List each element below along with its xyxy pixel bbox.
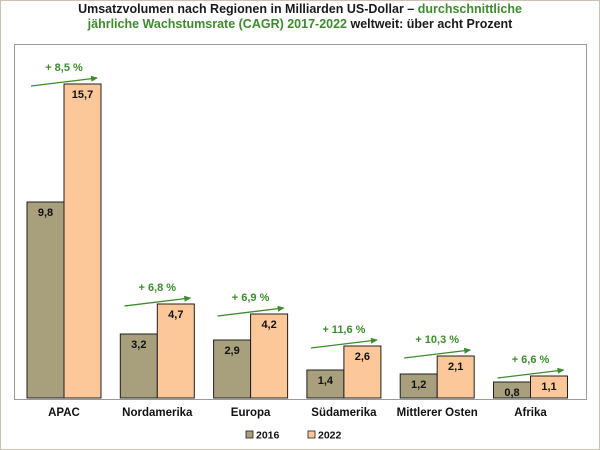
bar-europa-2022	[250, 313, 289, 399]
bar-apac-2022	[63, 83, 102, 399]
data-label-mittlerer-osten-2022: 2,1	[448, 361, 463, 373]
data-label-afrika-2022: 1,1	[541, 381, 556, 393]
data-label-europa-2016: 2,9	[224, 345, 239, 357]
bar-nordamerika-2022	[156, 303, 195, 399]
growth-arrow-nordamerika	[124, 295, 192, 307]
growth-arrow-s-damerika	[310, 337, 378, 349]
data-label-apac-2016: 9,8	[38, 207, 53, 219]
data-label-s-damerika-2016: 1,4	[318, 375, 334, 387]
title-line2-highlight: jährliche Wachstumsrate (CAGR) 2017-2022	[87, 17, 348, 31]
title-line-2: jährliche Wachstumsrate (CAGR) 2017-2022…	[0, 17, 600, 32]
plot-area-frame	[14, 44, 587, 400]
bar-mittlerer-osten-2022	[436, 355, 475, 399]
data-label-s-damerika-2022: 2,6	[355, 351, 370, 363]
bar-nordamerika-2016	[119, 333, 158, 399]
title-line1-highlight: durchschnittliche	[417, 2, 522, 16]
chart-title: Umsatzvolumen nach Regionen in Milliarde…	[0, 2, 600, 32]
category-label-apac: APAC	[48, 407, 80, 419]
title-line1-plain: Umsatzvolumen nach Regionen in Milliarde…	[78, 2, 415, 16]
title-line-1: Umsatzvolumen nach Regionen in Milliarde…	[0, 2, 600, 17]
category-label-s-damerika: Südamerika	[311, 407, 377, 419]
category-label-mittlerer-osten: Mittlerer Osten	[397, 407, 478, 419]
legend-swatch-2016	[245, 430, 254, 439]
growth-label-mittlerer-osten: + 10,3 %	[415, 334, 459, 346]
bar-afrika-2022	[530, 375, 568, 399]
legend-label-2022: 2022	[318, 430, 342, 442]
growth-label-europa: + 6,9 %	[232, 292, 270, 304]
growth-label-s-damerika: + 11,6 %	[322, 324, 365, 336]
data-label-europa-2022: 4,2	[261, 319, 276, 331]
data-label-afrika-2016: 0,8	[504, 387, 519, 399]
data-label-mittlerer-osten-2016: 1,2	[411, 379, 426, 391]
bar-s-damerika-2022	[343, 345, 382, 399]
bar-apac-2016	[26, 201, 65, 399]
legend-swatch-2022	[307, 430, 316, 439]
growth-label-afrika: + 6,6 %	[512, 354, 550, 366]
data-label-nordamerika-2016: 3,2	[131, 339, 146, 351]
category-label-afrika: Afrika	[514, 407, 547, 419]
title-line2-plain: weltweit: über acht Prozent	[350, 17, 513, 31]
growth-arrow-afrika	[497, 367, 565, 379]
data-label-apac-2022: 15,7	[72, 89, 93, 101]
category-label-europa: Europa	[231, 407, 271, 419]
growth-label-apac: + 8,5 %	[45, 62, 83, 74]
growth-arrow-mittlerer-osten	[404, 347, 472, 359]
growth-label-nordamerika: + 6,8 %	[138, 282, 176, 294]
data-label-nordamerika-2022: 4,7	[168, 309, 183, 321]
legend-label-2016: 2016	[256, 430, 280, 442]
growth-arrow-europa	[217, 305, 285, 317]
growth-arrow-apac	[30, 75, 98, 87]
category-label-nordamerika: Nordamerika	[122, 407, 193, 419]
